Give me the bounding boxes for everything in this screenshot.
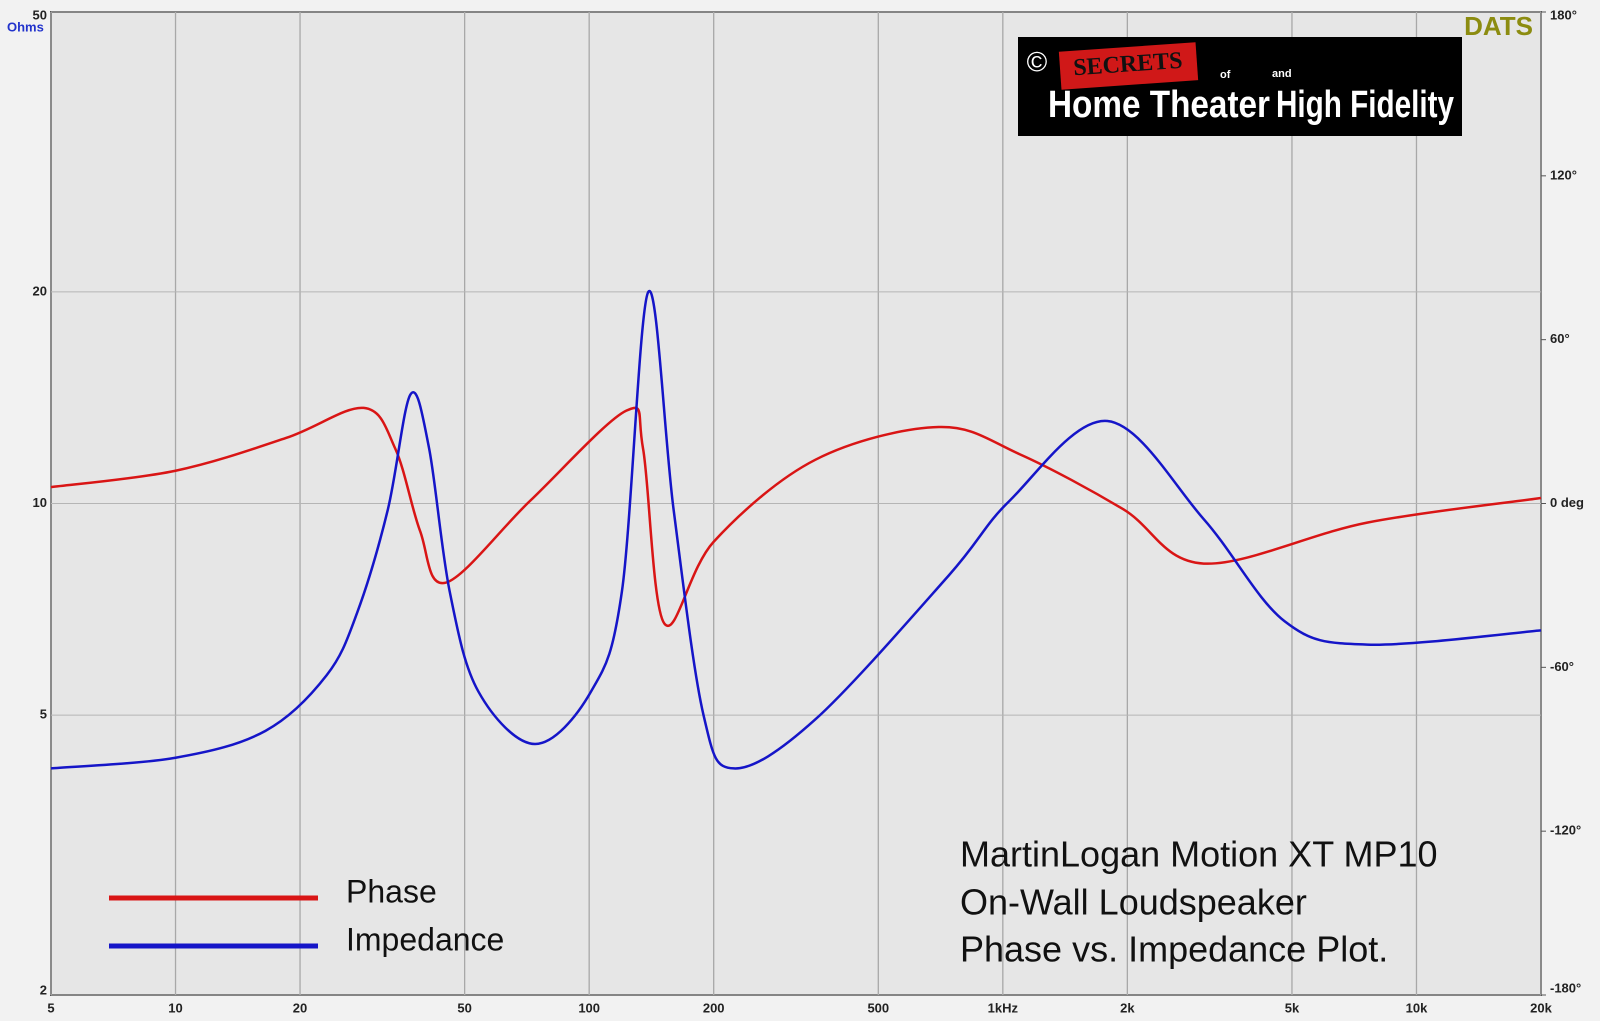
x-tick-label: 500 bbox=[867, 1000, 889, 1015]
y-tick-label: 5 bbox=[40, 707, 47, 722]
x-tick-label: 5k bbox=[1285, 1000, 1300, 1015]
y-tick-label: 2 bbox=[40, 982, 47, 997]
series-line bbox=[50, 406, 1542, 628]
annotation: MartinLogan Motion XT MP10 bbox=[960, 834, 1438, 875]
y2-tick-label: 60° bbox=[1550, 331, 1570, 346]
annotation: Phase vs. Impedance Plot. bbox=[960, 929, 1388, 970]
x-tick-label: 100 bbox=[578, 1000, 600, 1015]
x-tick-label: 2k bbox=[1120, 1000, 1135, 1015]
logo-right: High Fidelity bbox=[1276, 84, 1454, 126]
logo-left: Home Theater bbox=[1048, 84, 1270, 126]
logo-badge-box bbox=[1058, 42, 1199, 90]
brand: DATS bbox=[1464, 11, 1533, 41]
legend: Phase Impedance bbox=[109, 873, 504, 957]
logo: © SECRETS of and Home Theater High Fidel… bbox=[1018, 37, 1462, 136]
logo-copyright: © bbox=[1027, 46, 1048, 77]
y2-tick-label: -60° bbox=[1550, 659, 1574, 674]
y-tick-label: 20 bbox=[33, 283, 47, 298]
x-tick-label: 10 bbox=[168, 1000, 182, 1015]
y2-tick-label: -180° bbox=[1550, 980, 1581, 995]
y2-tick-label: 180° bbox=[1550, 7, 1577, 22]
series-line bbox=[50, 289, 1542, 770]
x-tick-label: 1kHz bbox=[988, 1000, 1019, 1015]
x-tick-label: 20 bbox=[293, 1000, 307, 1015]
x-tick-label: 20k bbox=[1530, 1000, 1552, 1015]
annotation: On-Wall Loudspeaker bbox=[960, 882, 1307, 923]
logo-of: of bbox=[1220, 69, 1231, 81]
logo-and: and bbox=[1272, 68, 1292, 80]
x-tick-label: 200 bbox=[703, 1000, 725, 1015]
y2-tick-label: -120° bbox=[1550, 823, 1581, 838]
legend-label: Phase bbox=[346, 873, 437, 909]
y-tick-label: 50 bbox=[33, 7, 47, 22]
x-tick-label: 10k bbox=[1406, 1000, 1428, 1015]
y-tick-label: 10 bbox=[33, 495, 47, 510]
legend-label: Impedance bbox=[346, 921, 504, 957]
y-unit: Ohms bbox=[7, 19, 44, 34]
y2-tick-label: 120° bbox=[1550, 167, 1577, 182]
y2-tick-label: 0 deg bbox=[1550, 495, 1584, 510]
x-tick-label: 50 bbox=[457, 1000, 471, 1015]
x-tick-label: 5 bbox=[47, 1000, 54, 1015]
